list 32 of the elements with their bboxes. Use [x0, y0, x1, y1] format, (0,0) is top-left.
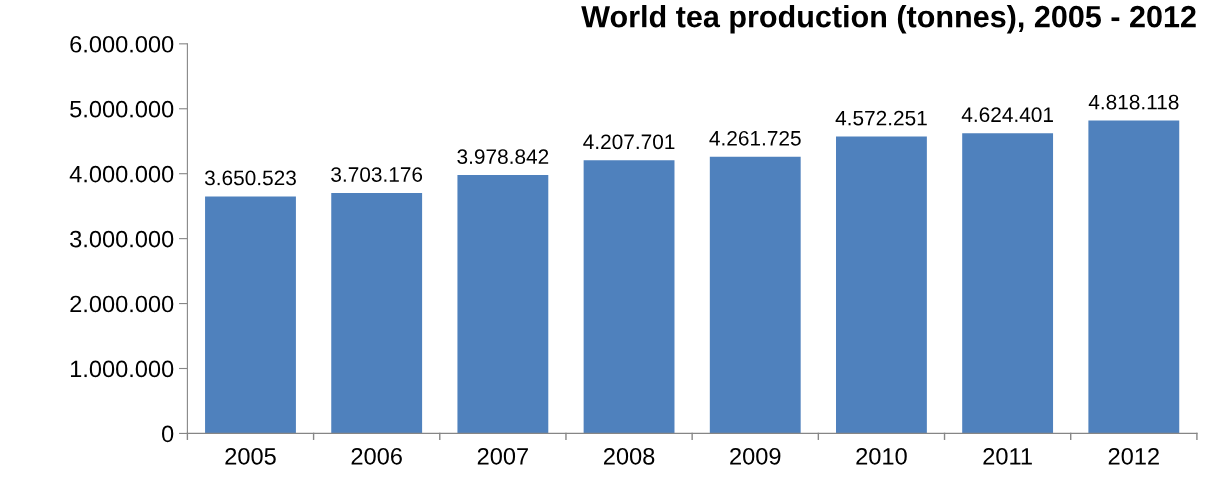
x-tick-label: 2009 — [730, 447, 781, 465]
bar — [457, 175, 549, 434]
x-tick-label: 2010 — [856, 447, 907, 465]
bar — [962, 133, 1054, 434]
x-tick-label: 2005 — [225, 447, 276, 465]
bar — [836, 136, 927, 434]
data-label: 4.207.701 — [583, 134, 675, 150]
data-label: 4.572.251 — [835, 110, 927, 126]
x-tick-label: 2006 — [351, 447, 402, 465]
bar — [1088, 120, 1180, 434]
data-label: 4.261.725 — [709, 130, 801, 146]
data-label: 4.818.118 — [1088, 94, 1179, 110]
bar — [331, 192, 423, 434]
y-tick-label: 3.000.000 — [70, 230, 174, 248]
x-tick-label: 2008 — [603, 447, 655, 465]
y-tick-label: 0 — [161, 425, 174, 443]
y-tick-label: 6.000.000 — [70, 35, 174, 53]
chart-title: World tea production (tonnes), 2005 - 2012 — [581, 5, 1196, 34]
data-label: 3.703.176 — [331, 167, 423, 182]
x-tick-label: 2012 — [1108, 447, 1159, 465]
data-label: 3.978.842 — [457, 149, 549, 165]
y-tick-label: 1.000.000 — [70, 360, 174, 378]
bar — [583, 160, 675, 434]
x-tick-label: 2011 — [983, 447, 1032, 465]
bar — [709, 156, 801, 434]
y-tick-label: 2.000.000 — [70, 295, 174, 313]
x-tick-label: 2007 — [477, 447, 528, 465]
bar — [205, 196, 296, 434]
data-label: 3.650.523 — [204, 170, 296, 186]
y-tick-label: 5.000.000 — [70, 100, 174, 118]
data-label: 4.624.401 — [961, 107, 1053, 123]
y-tick-label: 4.000.000 — [69, 165, 174, 183]
